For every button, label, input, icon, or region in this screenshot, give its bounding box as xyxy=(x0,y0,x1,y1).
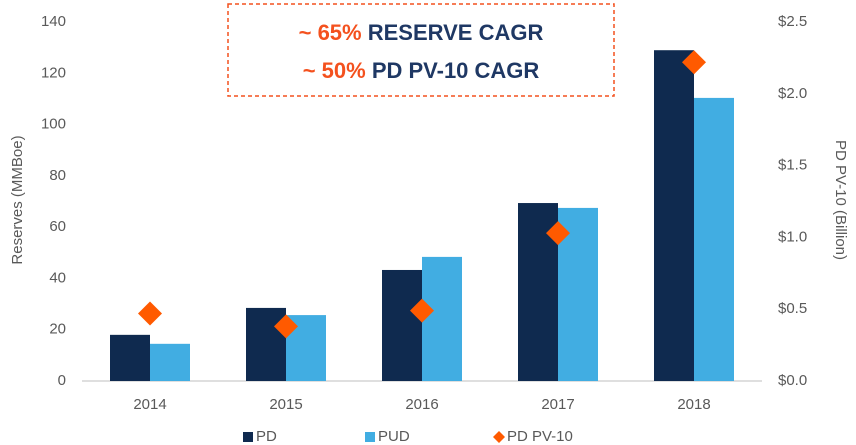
bar xyxy=(382,269,422,381)
annotation-text: RESERVE CAGR xyxy=(368,20,544,45)
marker xyxy=(546,221,570,246)
marker xyxy=(682,50,706,75)
x-tick-label: 2016 xyxy=(405,396,438,413)
y2-tick-label: $2.5 xyxy=(778,13,807,30)
marker xyxy=(138,301,162,326)
y-tick-label: 120 xyxy=(41,64,66,81)
y2-tick-label: $1.5 xyxy=(778,157,807,174)
annotation: ~ 50% PD PV-10 CAGR xyxy=(303,58,540,83)
annotation-box xyxy=(227,3,615,97)
legend-marker xyxy=(365,432,375,442)
annotation-highlight: ~ 50% xyxy=(303,58,366,83)
y-tick-label: 20 xyxy=(49,321,66,338)
y-tick-label: 40 xyxy=(49,269,66,286)
y-tick-label: 140 xyxy=(41,13,66,30)
y2-tick-label: $0.0 xyxy=(778,372,807,389)
x-tick-label: 2014 xyxy=(133,396,166,413)
y-tick-label: 100 xyxy=(41,116,66,133)
legend-label: PD xyxy=(256,428,277,445)
legend-marker xyxy=(493,431,505,443)
bar xyxy=(150,343,190,381)
annotation-text: PD PV-10 CAGR xyxy=(372,58,540,83)
x-tick-label: 2015 xyxy=(269,396,302,413)
y2-tick-label: $2.0 xyxy=(778,85,807,102)
x-tick-label: 2018 xyxy=(677,396,710,413)
bar xyxy=(246,307,286,381)
y2-tick-label: $0.5 xyxy=(778,300,807,317)
annotation: ~ 65% RESERVE CAGR xyxy=(299,20,544,45)
legend-label: PUD xyxy=(378,428,410,445)
y2-axis-label: PD PV-10 (Billion) xyxy=(832,140,849,260)
marker xyxy=(410,298,434,323)
x-tick-label: 2017 xyxy=(541,396,574,413)
legend-label: PD PV-10 xyxy=(507,428,573,445)
annotation-highlight: ~ 65% xyxy=(299,20,362,45)
y-axis-label: Reserves (MMBoe) xyxy=(9,135,26,264)
marker xyxy=(274,314,298,339)
bar xyxy=(694,97,734,381)
y-tick-label: 0 xyxy=(58,372,66,389)
y-tick-label: 60 xyxy=(49,218,66,235)
legend-marker xyxy=(243,432,253,442)
bar xyxy=(110,334,150,381)
bar xyxy=(654,50,694,381)
y2-tick-label: $1.0 xyxy=(778,228,807,245)
y-tick-label: 80 xyxy=(49,167,66,184)
bar xyxy=(422,256,462,381)
